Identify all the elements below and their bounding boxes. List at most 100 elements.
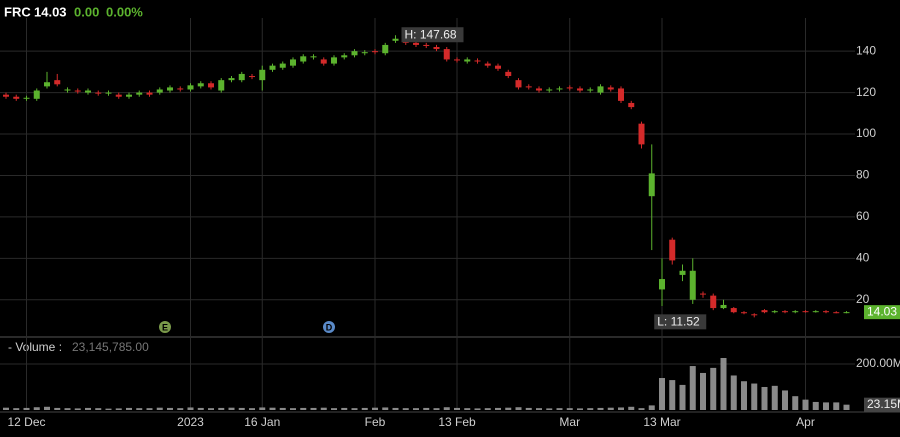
event-label: E — [162, 322, 168, 332]
volume-bar — [843, 404, 850, 410]
candle-body — [44, 82, 50, 87]
candle-body — [515, 80, 522, 88]
candle-body — [320, 59, 327, 64]
candle-body — [505, 71, 512, 77]
volume-tag — [864, 397, 900, 412]
volume-bar — [310, 407, 317, 410]
candle-body — [156, 89, 163, 93]
candle-body — [238, 73, 245, 81]
candle-body — [382, 44, 389, 54]
volume-bar — [464, 408, 471, 410]
volume-bar — [33, 407, 40, 410]
candle-body — [197, 83, 204, 87]
volume-bar — [618, 407, 624, 410]
candle-body — [802, 311, 809, 313]
candle-body — [710, 295, 717, 309]
candle-body — [546, 89, 553, 91]
candle-body — [341, 55, 348, 58]
volume-bar — [208, 408, 214, 410]
candle-body — [105, 92, 112, 94]
candle-body — [689, 270, 696, 300]
candle-body — [648, 173, 655, 197]
candle-body — [700, 293, 706, 295]
x-tick-label: 13 Mar — [643, 415, 680, 429]
candle-body — [720, 304, 727, 309]
volume-bar — [566, 408, 573, 410]
volume-bar — [536, 408, 542, 410]
volume-bar — [751, 383, 758, 410]
candle-body — [218, 80, 225, 91]
candle-body — [208, 83, 214, 88]
volume-bar — [628, 406, 635, 410]
candle-body — [495, 65, 501, 69]
volume-bar — [331, 408, 337, 410]
candle-body — [126, 94, 132, 97]
volume-bar — [433, 408, 440, 410]
candle-body — [607, 87, 614, 90]
volume-bar — [126, 407, 132, 410]
candle-body — [566, 87, 573, 89]
volume-bar — [341, 407, 348, 410]
volume-value: 23,145,785.00 — [72, 340, 149, 354]
volume-bar — [95, 408, 102, 410]
candle-body — [54, 80, 61, 85]
volume-bar — [105, 408, 112, 410]
x-tick-label: 16 Jan — [244, 415, 280, 429]
volume-bar — [228, 407, 235, 410]
candle-body — [628, 102, 635, 108]
volume-bar — [392, 407, 399, 410]
high-label: H: 147.68 — [405, 27, 457, 41]
volume-bar — [423, 407, 430, 410]
volume-bar — [771, 385, 778, 410]
x-tick-label: Feb — [365, 415, 386, 429]
x-tick-label: 2023 — [177, 415, 204, 429]
candle-body — [782, 311, 788, 313]
volume-bar — [136, 408, 143, 410]
candle-body — [392, 38, 399, 41]
candle-body — [249, 76, 255, 78]
event-marker[interactable] — [159, 321, 171, 333]
volume-bar — [300, 407, 307, 410]
volume-bar — [320, 407, 327, 410]
y-tick-label: 40 — [856, 251, 870, 265]
high-label-bg — [401, 27, 464, 43]
candle-body — [259, 69, 266, 81]
candle-body — [556, 88, 563, 90]
candle-body — [761, 310, 768, 313]
volume-bar — [710, 367, 717, 410]
volume-bar — [741, 381, 747, 410]
candle-body — [310, 56, 317, 58]
candle-body — [771, 311, 778, 313]
volume-bar — [13, 408, 20, 410]
volume-bar — [474, 408, 481, 410]
event-marker[interactable] — [323, 321, 335, 333]
candle-body — [115, 94, 122, 97]
volume-bar — [556, 408, 563, 410]
candle-body — [484, 63, 491, 66]
volume-bar — [279, 407, 286, 410]
candle-body — [741, 312, 747, 314]
volume-bar — [648, 405, 655, 410]
candle-body — [74, 90, 81, 92]
candle-body — [454, 59, 460, 61]
volume-bar — [515, 407, 522, 410]
volume-bar — [484, 408, 491, 410]
volume-bar — [44, 406, 50, 410]
volume-bar — [372, 407, 378, 410]
volume-bar — [64, 408, 71, 410]
candle-body — [228, 78, 235, 81]
x-tick-label: 13 Feb — [438, 415, 476, 429]
volume-bar — [720, 357, 727, 410]
volume-bar — [689, 366, 696, 410]
volume-bar — [167, 407, 173, 410]
candle-body — [269, 65, 276, 70]
candle-body — [679, 270, 686, 275]
candle-body — [361, 52, 368, 54]
volume-bar — [607, 407, 614, 410]
last-price-tag — [864, 305, 900, 320]
candle-body — [331, 57, 337, 64]
candle-body — [23, 97, 30, 99]
low-label-bg — [654, 314, 707, 330]
volume-bar — [700, 372, 706, 410]
